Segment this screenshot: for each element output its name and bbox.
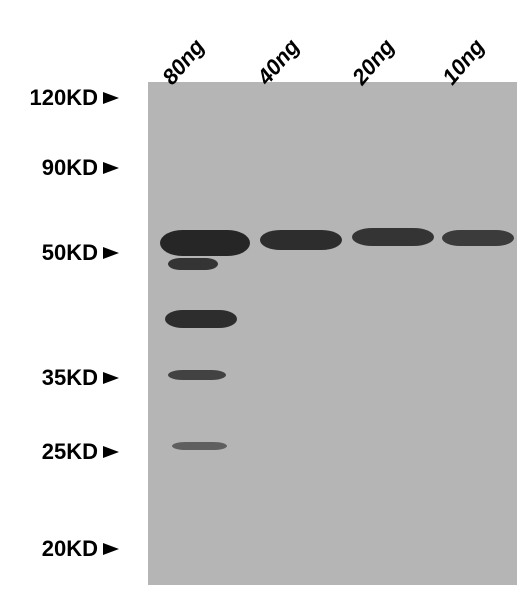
band-7 bbox=[442, 230, 514, 246]
band-1 bbox=[168, 258, 218, 270]
mw-arrow-4 bbox=[103, 446, 119, 458]
band-4 bbox=[172, 442, 227, 450]
band-0 bbox=[160, 230, 250, 256]
band-2 bbox=[165, 310, 237, 328]
mw-label-5: 20KD bbox=[8, 536, 98, 562]
mw-label-4: 25KD bbox=[8, 439, 98, 465]
mw-arrow-1 bbox=[103, 162, 119, 174]
band-5 bbox=[260, 230, 342, 250]
mw-label-3: 35KD bbox=[8, 365, 98, 391]
mw-label-1: 90KD bbox=[8, 155, 98, 181]
mw-arrow-3 bbox=[103, 372, 119, 384]
band-3 bbox=[168, 370, 226, 380]
mw-arrow-5 bbox=[103, 543, 119, 555]
band-6 bbox=[352, 228, 434, 246]
mw-arrow-2 bbox=[103, 247, 119, 259]
mw-label-0: 120KD bbox=[8, 85, 98, 111]
blot-membrane bbox=[148, 82, 517, 585]
mw-arrow-0 bbox=[103, 92, 119, 104]
mw-label-2: 50KD bbox=[8, 240, 98, 266]
blot-figure: 80ng 40ng 20ng 10ng 120KD 90KD 50KD 35KD… bbox=[0, 0, 522, 590]
